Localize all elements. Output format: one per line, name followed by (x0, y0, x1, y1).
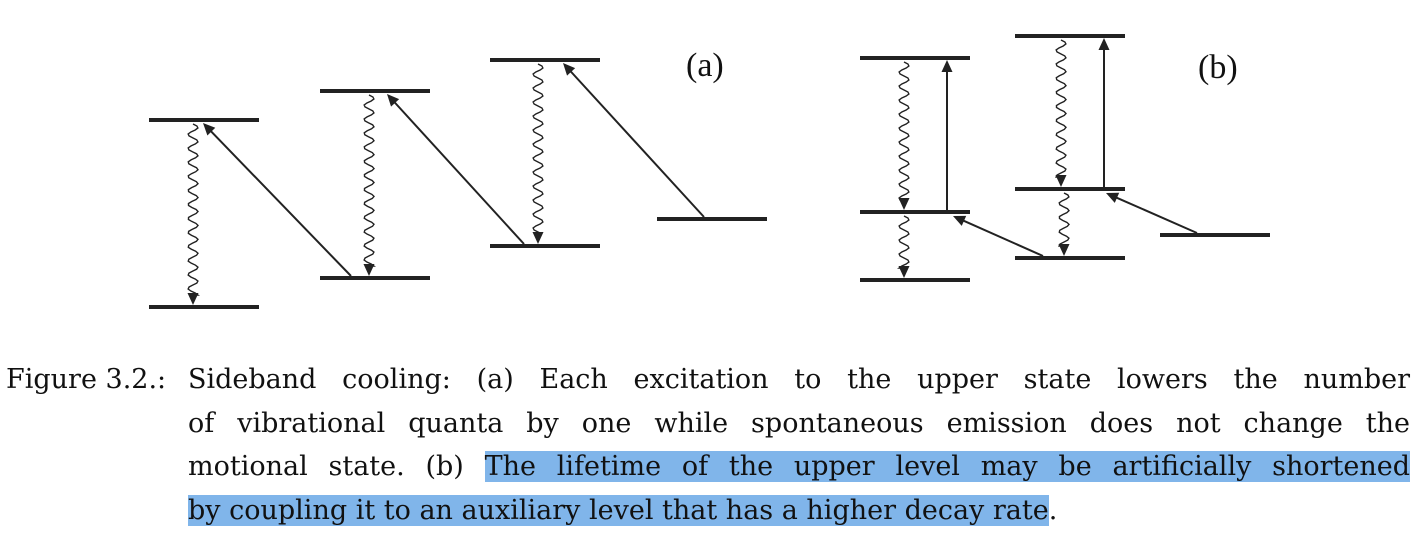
wavy-b4-head (1058, 244, 1070, 256)
excitation-arrow-a2 (387, 94, 525, 245)
excitation-arrow-a3 (563, 63, 705, 218)
coupling-arrow-b1 (953, 215, 1044, 257)
caption-highlight-part-1: The lifetime of the upper level may be a… (484, 451, 1410, 482)
excitation-arrow-a1 (203, 123, 352, 277)
spontaneous-emission-arrow-b1 (898, 61, 910, 210)
wavy-b3-wave (1055, 39, 1067, 178)
exc-b1-head (953, 215, 967, 226)
panel-a-label: (a) (686, 47, 724, 84)
caption-line-2: of vibrational quanta by one while spont… (188, 407, 1410, 439)
wavy-b2-head (898, 266, 910, 278)
spontaneous-emission-arrow-a3 (532, 63, 544, 244)
wavy-a1-wave (187, 123, 200, 296)
wavy-b3-head (1055, 175, 1067, 187)
wavy-a3-head (532, 232, 544, 244)
spontaneous-emission-arrow-a2 (363, 94, 376, 276)
excitation-arrow-b3 (941, 60, 953, 210)
spontaneous-emission-arrow-b4 (1058, 192, 1070, 256)
wavy-b1-head (898, 198, 910, 210)
caption-line-4-plain: . (1048, 494, 1058, 526)
caption-highlight-part-2: by coupling it to an auxiliary level tha… (188, 494, 1049, 526)
wavy-a1-head (187, 293, 199, 305)
panel-a-diagram: (a) (149, 47, 767, 309)
wavy-b4-wave (1058, 192, 1070, 247)
wavy-a2-wave (363, 94, 376, 267)
wavy-a3-wave (532, 63, 544, 235)
caption-figure-label: Figure 3.2.: (6, 364, 167, 395)
spontaneous-emission-arrow-b2 (897, 215, 910, 278)
exc-a2-head (387, 94, 400, 107)
caption-line-1: Sideband cooling: (a) Each excitation to… (188, 364, 1410, 395)
coupling-arrow-b2 (1106, 192, 1198, 234)
exc-b2-shaft (1114, 196, 1198, 234)
spontaneous-emission-arrow-b3 (1055, 39, 1067, 187)
exc-b1-shaft (961, 219, 1044, 257)
exc-a1-head (203, 123, 216, 136)
caption-line-4: by coupling it to an auxiliary level tha… (188, 489, 1410, 533)
exc-b4-head (1098, 38, 1110, 50)
sideband-cooling-figure: (a) (b) (149, 34, 1270, 309)
wavy-b1-wave (898, 61, 910, 201)
exc-b3-head (941, 60, 953, 72)
excitation-arrow-b4 (1098, 38, 1110, 187)
caption-line-3-plain: motional state. (b) (188, 451, 485, 482)
wavy-b2-wave (897, 215, 910, 269)
wavy-a2-head (363, 264, 375, 276)
panel-b-diagram: (b) (860, 34, 1270, 282)
exc-b2-head (1106, 192, 1120, 203)
exc-a2-shaft (393, 100, 525, 245)
spontaneous-emission-arrow-a1 (187, 123, 200, 305)
exc-a3-shaft (569, 69, 705, 218)
caption-line-3: motional state. (b) The lifetime of the … (188, 445, 1410, 489)
exc-a1-shaft (209, 129, 352, 277)
exc-a3-head (563, 63, 576, 76)
panel-b-label: (b) (1198, 49, 1238, 86)
